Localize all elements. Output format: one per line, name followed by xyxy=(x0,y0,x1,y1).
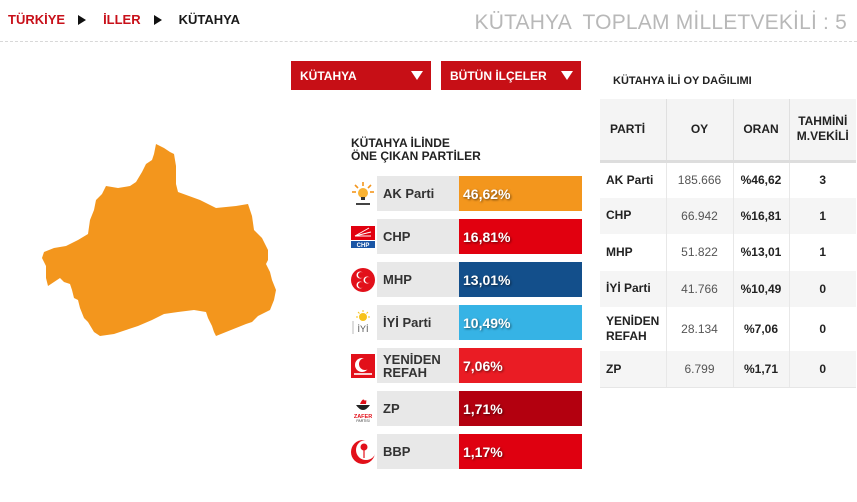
table-row: YENİDEN REFAH 28.134 %7,06 0 xyxy=(600,307,856,351)
party-name: ZP xyxy=(377,391,459,426)
breadcrumb-current: KÜTAHYA xyxy=(178,12,241,27)
cell-mp: 3 xyxy=(789,161,856,198)
party-percent: 1,17% xyxy=(459,434,582,469)
chp-logo-icon: CHP xyxy=(349,219,377,254)
table-row: ZP 6.799 %1,71 0 xyxy=(600,351,856,388)
breadcrumb-separator-icon xyxy=(153,14,162,25)
header-estimated-mp: TAHMİNİ M.VEKİLİ xyxy=(789,99,856,163)
party-name-line2: REFAH xyxy=(383,364,428,380)
table-row: MHP 51.822 %13,01 1 xyxy=(600,234,856,271)
party-row-chp[interactable]: CHP CHP 16,81% xyxy=(349,219,582,254)
party-name: BBP xyxy=(377,434,459,469)
cell-party: AK Parti xyxy=(600,161,667,198)
cell-votes: 41.766 xyxy=(666,270,734,307)
page-title: KÜTAHYA TOPLAM MİLLETVEKİLİ : 5 xyxy=(474,11,847,34)
party-row-mhp[interactable]: MHP 13,01% xyxy=(349,262,582,297)
bbp-logo-icon xyxy=(349,434,377,469)
cell-mp: 0 xyxy=(789,307,856,351)
party-percent: 16,81% xyxy=(459,219,582,254)
breadcrumb: TÜRKİYE İLLER KÜTAHYA xyxy=(8,12,240,27)
table-header-row: PARTİ OY ORAN TAHMİNİ M.VEKİLİ xyxy=(600,99,856,163)
leading-parties-title: KÜTAHYA İLİNDE ÖNE ÇIKAN PARTİLER xyxy=(351,137,481,163)
party-percent: 1,71% xyxy=(459,391,582,426)
iyi-parti-logo-icon: İYİ xyxy=(349,305,377,340)
header-votes: OY xyxy=(666,99,734,163)
cell-votes: 28.134 xyxy=(666,307,734,351)
chevron-down-icon xyxy=(561,71,573,80)
party-name: YENİDEN REFAH xyxy=(377,348,459,383)
cell-party: MHP xyxy=(600,234,667,271)
party-percent: 7,06% xyxy=(459,348,582,383)
cell-rate: %7,06 xyxy=(733,307,790,351)
cell-rate: %16,81 xyxy=(733,197,790,234)
cell-mp: 1 xyxy=(789,234,856,271)
cell-votes: 51.822 xyxy=(666,234,734,271)
party-name: AK Parti xyxy=(377,176,459,211)
party-row-zp[interactable]: ZAFER PARTİSİ ZP 1,71% xyxy=(349,391,582,426)
top-bar: TÜRKİYE İLLER KÜTAHYA KÜTAHYA TOPLAM MİL… xyxy=(0,0,857,42)
cell-party: İYİ Parti xyxy=(600,270,667,307)
header-rate: ORAN xyxy=(733,99,790,163)
cell-mp: 0 xyxy=(789,270,856,307)
header-estimated-mp-line1: TAHMİNİ xyxy=(798,114,848,129)
cell-mp: 1 xyxy=(789,197,856,234)
party-name: İYİ Parti xyxy=(377,305,459,340)
vote-distribution-table: PARTİ OY ORAN TAHMİNİ M.VEKİLİ AK Parti … xyxy=(600,99,856,388)
cell-votes: 6.799 xyxy=(666,351,734,388)
district-select-value: BÜTÜN İLÇELER xyxy=(450,68,547,83)
province-select[interactable]: KÜTAHYA xyxy=(291,61,431,90)
breadcrumb-separator-icon xyxy=(78,14,87,25)
kutahya-map-shape[interactable] xyxy=(40,140,280,345)
svg-text:CHP: CHP xyxy=(357,243,370,249)
cell-rate: %46,62 xyxy=(733,161,790,198)
party-row-yeniden-refah[interactable]: YENİDEN REFAH 7,06% xyxy=(349,348,582,383)
svg-text:ZAFER: ZAFER xyxy=(354,414,372,420)
party-name-line1: YENİDEN xyxy=(383,351,441,367)
cell-party: ZP xyxy=(600,351,667,388)
party-row-bbp[interactable]: BBP 1,17% xyxy=(349,434,582,469)
party-name: CHP xyxy=(377,219,459,254)
svg-text:PARTİSİ: PARTİSİ xyxy=(356,418,369,423)
table-row: İYİ Parti 41.766 %10,49 0 xyxy=(600,270,856,307)
zafer-partisi-logo-icon: ZAFER PARTİSİ xyxy=(349,391,377,426)
breadcrumb-iller-link[interactable]: İLLER xyxy=(103,12,141,27)
cell-mp: 0 xyxy=(789,351,856,388)
yeniden-refah-logo-icon xyxy=(349,348,377,383)
cell-votes: 185.666 xyxy=(666,161,734,198)
header-party: PARTİ xyxy=(600,99,667,163)
cell-party: CHP xyxy=(600,197,667,234)
chevron-down-icon xyxy=(411,71,423,80)
province-map xyxy=(40,140,280,350)
table-row: CHP 66.942 %16,81 1 xyxy=(600,197,856,234)
table-row: AK Parti 185.666 %46,62 3 xyxy=(600,161,856,198)
party-row-ak-parti[interactable]: AK Parti 46,62% xyxy=(349,176,582,211)
vote-table-title: KÜTAHYA İLİ OY DAĞILIMI xyxy=(613,75,752,87)
header-estimated-mp-line2: M.VEKİLİ xyxy=(796,129,849,144)
svg-text:İYİ: İYİ xyxy=(357,324,368,334)
cell-party: YENİDEN REFAH xyxy=(600,307,667,351)
cell-party-line2: REFAH xyxy=(606,329,647,343)
cell-rate: %10,49 xyxy=(733,270,790,307)
mhp-logo-icon xyxy=(349,262,377,297)
district-select[interactable]: BÜTÜN İLÇELER xyxy=(441,61,581,90)
party-percent: 46,62% xyxy=(459,176,582,211)
ak-parti-logo-icon xyxy=(349,176,377,211)
party-percent: 13,01% xyxy=(459,262,582,297)
cell-party-line1: YENİDEN xyxy=(606,314,660,328)
party-name: MHP xyxy=(377,262,459,297)
province-select-value: KÜTAHYA xyxy=(300,68,357,83)
leading-parties-title-line2: ÖNE ÇIKAN PARTİLER xyxy=(351,149,481,163)
breadcrumb-turkiye-link[interactable]: TÜRKİYE xyxy=(8,12,66,27)
leading-parties-title-line1: KÜTAHYA İLİNDE xyxy=(351,136,450,150)
cell-rate: %13,01 xyxy=(733,234,790,271)
party-percent: 10,49% xyxy=(459,305,582,340)
party-row-iyi-parti[interactable]: İYİ İYİ Parti 10,49% xyxy=(349,305,582,340)
cell-rate: %1,71 xyxy=(733,351,790,388)
cell-votes: 66.942 xyxy=(666,197,734,234)
